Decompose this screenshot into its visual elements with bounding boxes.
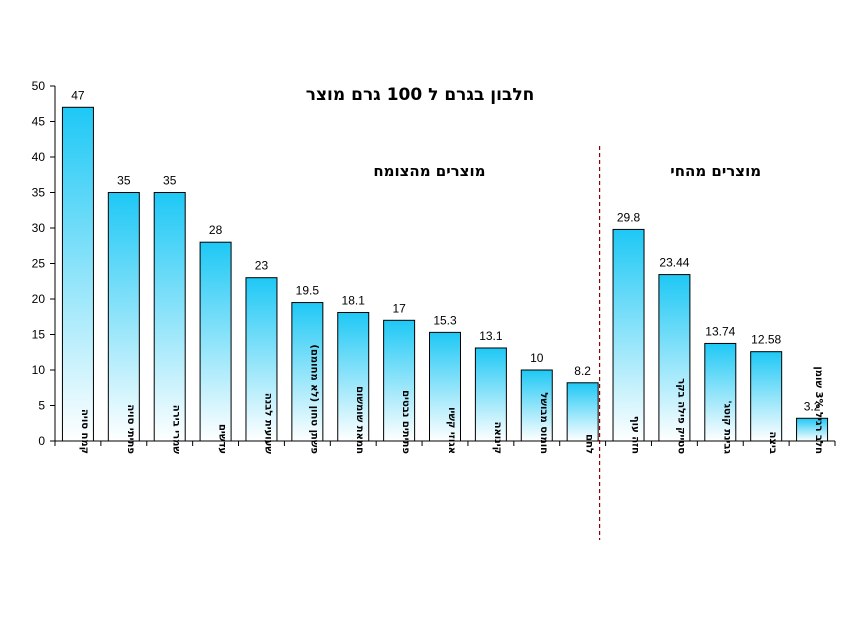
data-label: 29.8 (617, 210, 641, 224)
bar (245, 277, 278, 442)
y-tick-label: 45 (32, 115, 46, 129)
bar (429, 331, 461, 442)
data-label: 19.5 (296, 284, 320, 298)
y-tick-label: 5 (38, 399, 45, 413)
data-label: 23.44 (659, 256, 689, 270)
bar (750, 351, 783, 442)
category-label: חלב רגיל 3% שומן (813, 366, 824, 454)
bar (474, 347, 507, 442)
bar (291, 302, 324, 442)
y-tick-label: 15 (32, 328, 46, 342)
bar (612, 228, 645, 442)
category-label: שמרי בירה (171, 405, 182, 455)
data-label: 35 (163, 174, 177, 188)
data-label: 13.74 (705, 324, 735, 338)
category-label: עדשים (217, 424, 228, 454)
chart-title: חלבון בגרם ל 100 גרם מוצר (306, 85, 535, 105)
y-tick-label: 10 (32, 363, 46, 377)
y-tick-label: 20 (32, 292, 46, 306)
category-label: שעועית לבנה (262, 393, 273, 455)
category-label: חזה עוף (630, 416, 641, 454)
y-tick-label: 50 (32, 79, 46, 93)
bar (199, 241, 232, 442)
data-label: 10 (530, 351, 544, 365)
data-label: 35 (117, 174, 131, 188)
bar (704, 342, 737, 442)
group-label: מוצרים מהחי (670, 162, 761, 180)
category-label: סטייק פילה בקר (675, 378, 686, 454)
data-label: 18.1 (342, 293, 366, 307)
category-label: פשתן טחון (לא מחומם) (308, 344, 319, 454)
data-labels: 47 35 35 28 23 19.5 18.1 17 15.3 13.1 10 8.2 29.8 23.… (71, 88, 820, 413)
category-label: פתיתי סויה (125, 404, 136, 454)
category-label: חמאת שומשום (354, 386, 365, 454)
bar (153, 192, 186, 442)
category-label: ביצה (767, 432, 778, 454)
category-label: פתיתים נבטים (400, 390, 411, 454)
bar (796, 417, 829, 442)
category-label: קינואה (492, 422, 503, 454)
bar (61, 106, 94, 442)
data-label: 13.1 (479, 329, 503, 343)
bar (337, 311, 370, 442)
category-label: קמח סויה (79, 409, 90, 454)
category-label: לחם (584, 434, 595, 454)
bar (107, 192, 140, 442)
bar (520, 369, 553, 442)
bars (61, 106, 829, 442)
y-tick-label: 30 (32, 221, 46, 235)
y-tick-label: 25 (32, 257, 46, 271)
group-labels: מוצרים מהצומח מוצרים מהחי (373, 146, 761, 540)
data-label: 12.58 (751, 333, 781, 347)
data-label: 15.3 (433, 313, 457, 327)
data-label: 3.2 (804, 399, 821, 413)
category-label: חומוס מבושל (538, 392, 549, 454)
bar (658, 274, 691, 442)
group-label: מוצרים מהצומח (373, 162, 485, 180)
category-label: גבינת קוטג' (721, 401, 732, 455)
category-label: אגוזי קשיו (446, 407, 457, 454)
data-label: 17 (392, 301, 406, 315)
data-label: 23 (255, 259, 269, 273)
y-tick-label: 40 (32, 150, 46, 164)
bar (566, 382, 599, 442)
data-label: 47 (71, 88, 85, 102)
y-tick-label: 0 (38, 434, 45, 448)
data-label: 28 (209, 223, 223, 237)
y-tick-label: 35 (32, 186, 46, 200)
data-label: 8.2 (574, 364, 591, 378)
category-labels: קמח סויה פתיתי סויה שמרי בירה עדשים שעועית ל… (79, 344, 824, 454)
bar (383, 319, 416, 442)
